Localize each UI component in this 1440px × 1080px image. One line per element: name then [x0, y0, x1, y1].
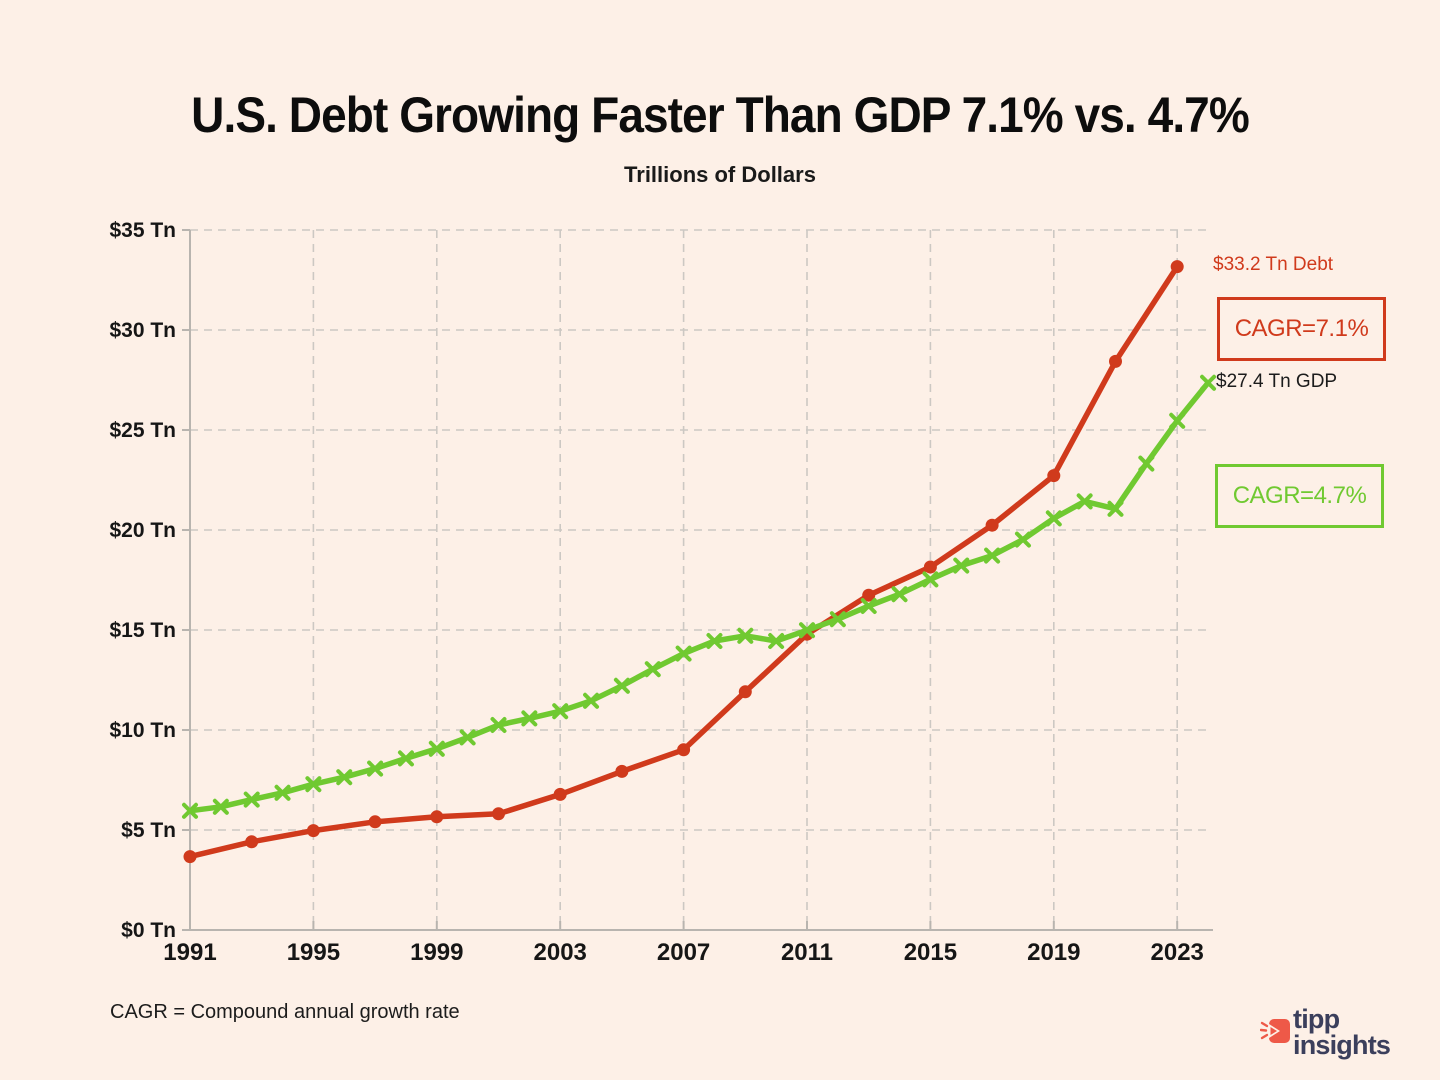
svg-text:$15 Tn: $15 Tn	[109, 619, 176, 642]
svg-text:2015: 2015	[904, 939, 957, 966]
gdp-cagr-box: CAGR=4.7%	[1215, 464, 1384, 528]
svg-text:$20 Tn: $20 Tn	[109, 519, 176, 542]
page-title: U.S. Debt Growing Faster Than GDP 7.1% v…	[191, 87, 1250, 143]
debt-vs-gdp-line-chart: $0 Tn $5 Tn $10 Tn $15 Tn $20 Tn $25 Tn $30 Tn…	[109, 219, 1217, 966]
cagr-footnote: CAGR = Compound annual growth rate	[110, 1001, 460, 1023]
debt-cagr-label: CAGR=7.1%	[1234, 315, 1369, 342]
svg-text:$0 Tn: $0 Tn	[121, 919, 176, 942]
tippinsights-logo-icon	[1260, 1019, 1290, 1043]
svg-text:$25 Tn: $25 Tn	[109, 419, 176, 442]
svg-text:$35 Tn: $35 Tn	[109, 219, 176, 242]
tippinsights-logo: tipp insights	[1260, 1006, 1430, 1068]
svg-text:1991: 1991	[163, 939, 216, 966]
svg-text:$30 Tn: $30 Tn	[109, 319, 176, 342]
svg-text:2011: 2011	[781, 939, 833, 966]
svg-text:2019: 2019	[1027, 939, 1080, 966]
logo-word-insights: insights	[1293, 1030, 1391, 1060]
svg-text:$5 Tn: $5 Tn	[121, 819, 176, 842]
logo-word-tipp: tipp	[1293, 1004, 1340, 1034]
chart-units-subtitle: Trillions of Dollars	[624, 162, 816, 187]
gdp-series-end-label: $27.4 Tn GDP	[1216, 371, 1338, 392]
svg-text:$10 Tn: $10 Tn	[109, 719, 176, 742]
svg-text:1995: 1995	[287, 939, 340, 966]
svg-text:2007: 2007	[657, 939, 710, 966]
svg-text:2023: 2023	[1151, 939, 1204, 966]
svg-text:2003: 2003	[534, 939, 587, 966]
debt-series-end-label: $33.2 Tn Debt	[1213, 254, 1334, 275]
svg-text:1999: 1999	[410, 939, 463, 966]
gdp-cagr-label: CAGR=4.7%	[1232, 482, 1367, 509]
debt-cagr-box: CAGR=7.1%	[1217, 297, 1386, 361]
